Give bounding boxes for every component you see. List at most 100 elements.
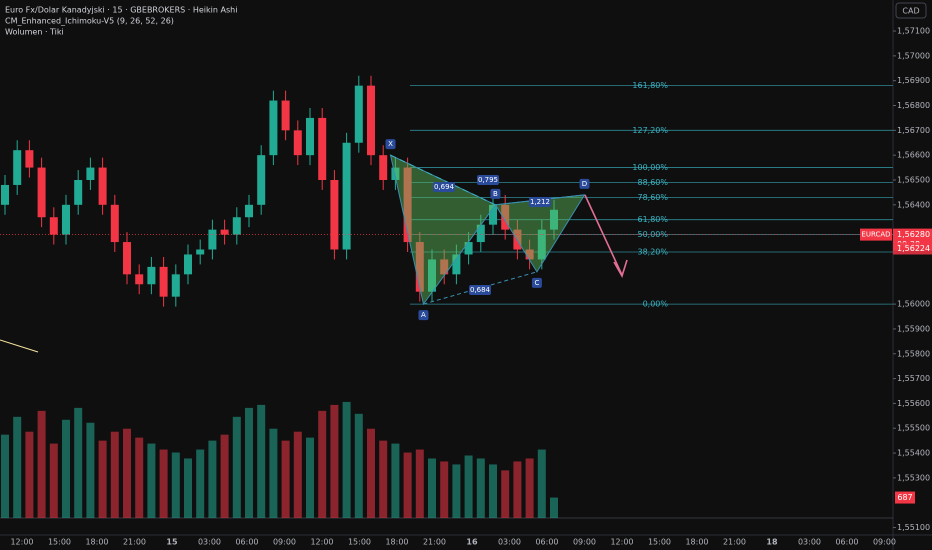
y-tick-label: 1,56800: [897, 101, 930, 110]
x-tick-label: 16: [466, 538, 478, 547]
x-tick-label: 03:00: [498, 538, 521, 547]
x-tick-label: 12:00: [310, 538, 333, 547]
y-tick-label: 1,55600: [897, 399, 930, 408]
pattern-point-badge: [531, 277, 542, 288]
last-price-label: 1,56280: [897, 230, 930, 239]
candle-body: [74, 179, 83, 205]
volume-bar: [184, 458, 192, 518]
fib-label: 127,20%: [632, 126, 668, 135]
candle-body: [550, 209, 558, 230]
candle-body: [208, 229, 217, 250]
volume-tag: [895, 491, 915, 504]
volume-bar: [86, 422, 95, 518]
y-tick-label: 1,56000: [897, 300, 930, 309]
pattern-point-label: D: [582, 180, 587, 188]
ratio-badge: [529, 197, 551, 207]
y-tick-label: 1,55800: [897, 349, 930, 358]
volume-bar: [171, 452, 180, 518]
y-tick-label: 1,55900: [897, 324, 930, 333]
x-tick-label: 18:00: [85, 538, 108, 547]
volume-bar: [123, 428, 131, 518]
x-tick-label: 06:00: [535, 538, 558, 547]
candle-body: [452, 254, 461, 275]
volume-bar: [49, 443, 58, 518]
candle-body: [428, 259, 436, 292]
candle-body: [86, 167, 95, 180]
currency-button[interactable]: [895, 2, 927, 19]
x-tick-label: 03:00: [798, 538, 821, 547]
pattern-point-label: A: [421, 311, 426, 319]
x-tick-label: 12:00: [610, 538, 633, 547]
currency-label[interactable]: CAD: [902, 7, 919, 16]
volume-bar: [440, 461, 449, 518]
y-tick-label: 1,56500: [897, 175, 930, 184]
candle-body: [1, 184, 9, 205]
candle-body: [464, 242, 473, 255]
candle-body: [257, 155, 266, 205]
candle-body: [269, 100, 278, 156]
candle-body: [62, 204, 70, 235]
candle-body: [293, 130, 302, 156]
volume-bar: [98, 440, 107, 518]
volume-bar: [391, 443, 400, 518]
candle-body: [403, 167, 412, 243]
x-tick-label: 18: [766, 538, 778, 547]
candle-body: [49, 217, 58, 235]
candle-body: [476, 224, 485, 243]
volume-bar: [379, 440, 388, 518]
y-tick-label: 1,55400: [897, 449, 930, 458]
y-tick-label: 1,55500: [897, 424, 930, 433]
fib-label: 161,80%: [632, 81, 668, 90]
prev-price-label: 1,56224: [897, 244, 930, 253]
volume-bar: [147, 443, 156, 518]
candle-body: [354, 85, 363, 143]
volume-bar: [269, 428, 278, 518]
volume-bar: [452, 464, 461, 518]
candle-body: [184, 254, 192, 275]
ratio-badge: [433, 182, 455, 192]
volume-bar: [489, 464, 497, 518]
candle-body: [25, 150, 34, 168]
ratio-label: 0,694: [434, 183, 455, 191]
volume-bar: [25, 431, 34, 518]
x-tick-label: 06:00: [835, 538, 858, 547]
x-tick-label: 06:00: [235, 538, 258, 547]
x-tick-label: 21:00: [423, 538, 446, 547]
volume-bar: [37, 410, 46, 518]
x-tick-label: 15:00: [48, 538, 71, 547]
candle-body: [525, 249, 534, 260]
volume-bar: [208, 440, 217, 518]
pattern-point-label: C: [534, 279, 539, 287]
candle-body: [220, 229, 229, 235]
x-tick-label: 15:00: [348, 538, 371, 547]
y-tick-label: 1,56700: [897, 126, 930, 135]
x-tick-label: 15: [166, 538, 178, 547]
volume-bar: [110, 431, 119, 518]
volume-bar: [354, 413, 363, 518]
x-tick-label: 21:00: [123, 538, 146, 547]
y-tick-label: 1,57100: [897, 27, 930, 36]
candle-body: [196, 249, 205, 255]
volume-bar: [415, 449, 424, 518]
ratio-label: 0,795: [478, 176, 498, 184]
volume-bar: [537, 449, 546, 518]
volume-bar: [196, 449, 205, 518]
candle-body: [367, 85, 375, 156]
candle-body: [391, 167, 400, 180]
volume-bar: [257, 404, 266, 518]
volume-bar: [62, 419, 70, 518]
y-tick-label: 1,56900: [897, 76, 930, 85]
pattern-point-badge: [418, 310, 429, 321]
pattern-triangle: [389, 154, 497, 306]
ratio-label: 0,684: [470, 286, 491, 294]
candle-body: [281, 100, 290, 131]
candle-body: [501, 204, 510, 230]
candle-body: [159, 266, 168, 297]
candle-body: [342, 142, 351, 250]
x-tick-label: 21:00: [723, 538, 746, 547]
x-tick-label: 15:00: [648, 538, 671, 547]
candle-body: [379, 155, 388, 180]
pattern-point-badge: [579, 178, 590, 189]
x-tick-label: 09:00: [873, 538, 896, 547]
x-tick-label: 18:00: [385, 538, 408, 547]
